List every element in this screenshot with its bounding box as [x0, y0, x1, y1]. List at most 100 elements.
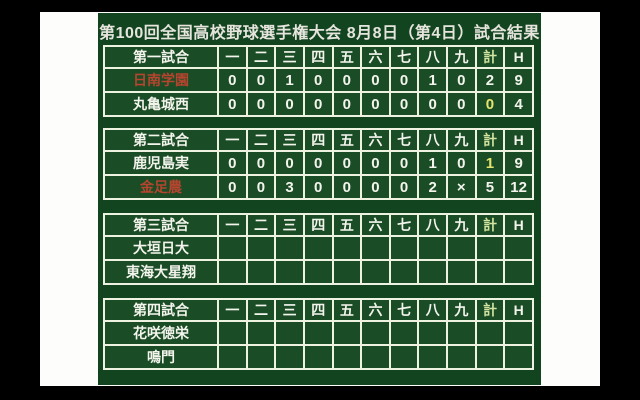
inning-score: [331, 259, 363, 285]
inning-score: 0: [302, 174, 334, 200]
hits-count: 9: [503, 67, 534, 93]
hits-header: H: [503, 213, 534, 237]
team-row: 東海大星翔: [103, 259, 534, 285]
inning-score: 0: [331, 174, 363, 200]
inning-score: [217, 320, 248, 346]
inning-score: 0: [245, 91, 277, 117]
inning-score: 0: [388, 174, 420, 200]
inning-score: 1: [417, 150, 448, 176]
inning-score: 1: [274, 67, 305, 93]
inning-header: 八: [417, 128, 448, 152]
inning-score: [274, 235, 305, 261]
total-header: 計: [474, 298, 506, 322]
inning-score: [217, 259, 248, 285]
inning-header: 八: [417, 45, 448, 69]
inning-score: 0: [388, 150, 420, 176]
inning-score: 0: [302, 67, 334, 93]
inning-header: 三: [274, 298, 305, 322]
inning-score: [274, 344, 305, 370]
inning-score: [245, 320, 277, 346]
inning-header: 二: [245, 45, 277, 69]
team-row: 大垣日大: [103, 235, 534, 261]
inning-header: 四: [302, 213, 334, 237]
team-name: 東海大星翔: [103, 259, 219, 285]
inning-score: 0: [388, 91, 420, 117]
inning-score: [274, 320, 305, 346]
team-name: 日南学園: [103, 67, 219, 93]
inning-score: [446, 259, 477, 285]
inning-header: 六: [360, 45, 391, 69]
inning-header: 二: [245, 213, 277, 237]
inning-header: 一: [217, 298, 248, 322]
inning-score: 0: [331, 67, 363, 93]
scoreboard-page: 第100回全国高校野球選手権大会 8月8日（第4日）試合結果 第一試合一二三四五…: [40, 12, 600, 386]
inning-score: [245, 259, 277, 285]
inning-score: [360, 320, 391, 346]
inning-header: 一: [217, 128, 248, 152]
inning-score: [302, 344, 334, 370]
inning-score: 0: [274, 150, 305, 176]
inning-score: 0: [217, 91, 248, 117]
inning-header: 六: [360, 298, 391, 322]
inning-header: 三: [274, 213, 305, 237]
header-row: 第一試合一二三四五六七八九計 H: [103, 45, 534, 69]
inning-header: 九: [446, 128, 477, 152]
inning-score: [274, 259, 305, 285]
total-score: [474, 259, 506, 285]
header-row: 第二試合一二三四五六七八九計 H: [103, 128, 534, 152]
inning-score: 2: [417, 174, 448, 200]
inning-score: [302, 259, 334, 285]
inning-score: 1: [417, 67, 448, 93]
inning-score: [331, 235, 363, 261]
inning-score: 0: [360, 150, 391, 176]
inning-score: 0: [302, 91, 334, 117]
inning-header: 五: [331, 298, 363, 322]
total-header: 計: [474, 45, 506, 69]
game-label: 第四試合: [103, 298, 219, 322]
inning-score: 0: [417, 91, 448, 117]
team-row: 金足農 0 0 3 0 0 0 0 2 × 5 12: [103, 174, 534, 200]
inning-score: 0: [217, 150, 248, 176]
hits-count: [503, 259, 534, 285]
inning-header: 七: [388, 45, 420, 69]
inning-score: [388, 320, 420, 346]
inning-score: 0: [302, 150, 334, 176]
inning-header: 三: [274, 128, 305, 152]
inning-header: 九: [446, 213, 477, 237]
inning-header: 六: [360, 213, 391, 237]
inning-score: 0: [245, 174, 277, 200]
inning-score: 0: [360, 174, 391, 200]
inning-score: 0: [331, 150, 363, 176]
game-table: 第一試合一二三四五六七八九計 H 日南学園 0 0 1 0 0 0 0 1 0 2 9 丸亀城西 0 0 0 0 0 0…: [103, 45, 534, 117]
hits-count: [503, 235, 534, 261]
inning-score: [245, 344, 277, 370]
inning-header: 八: [417, 213, 448, 237]
total-header: 計: [474, 213, 506, 237]
hits-count: 9: [503, 150, 534, 176]
inning-score: ×: [446, 174, 477, 200]
total-score: 0: [474, 91, 506, 117]
inning-header: 五: [331, 45, 363, 69]
inning-score: [417, 320, 448, 346]
inning-score: 0: [274, 91, 305, 117]
game-label: 第一試合: [103, 45, 219, 69]
inning-score: [417, 259, 448, 285]
team-name: 鹿児島実: [103, 150, 219, 176]
inning-score: [446, 344, 477, 370]
inning-score: [417, 344, 448, 370]
game-table: 第二試合一二三四五六七八九計 H 鹿児島実 0 0 0 0 0 0 0 1 0 1 9 金足農 0 0 3 0 0 0 0…: [103, 128, 534, 200]
team-name: 大垣日大: [103, 235, 219, 261]
scoreboard: 第100回全国高校野球選手権大会 8月8日（第4日）試合結果 第一試合一二三四五…: [98, 13, 541, 385]
inning-score: [417, 235, 448, 261]
inning-header: 二: [245, 298, 277, 322]
inning-score: 0: [217, 174, 248, 200]
team-name: 鳴門: [103, 344, 219, 370]
inning-header: 七: [388, 298, 420, 322]
team-row: 花咲徳栄: [103, 320, 534, 346]
inning-header: 五: [331, 128, 363, 152]
team-row: 日南学園 0 0 1 0 0 0 0 1 0 2 9: [103, 67, 534, 93]
inning-score: [388, 259, 420, 285]
inning-header: 九: [446, 45, 477, 69]
inning-score: [302, 320, 334, 346]
